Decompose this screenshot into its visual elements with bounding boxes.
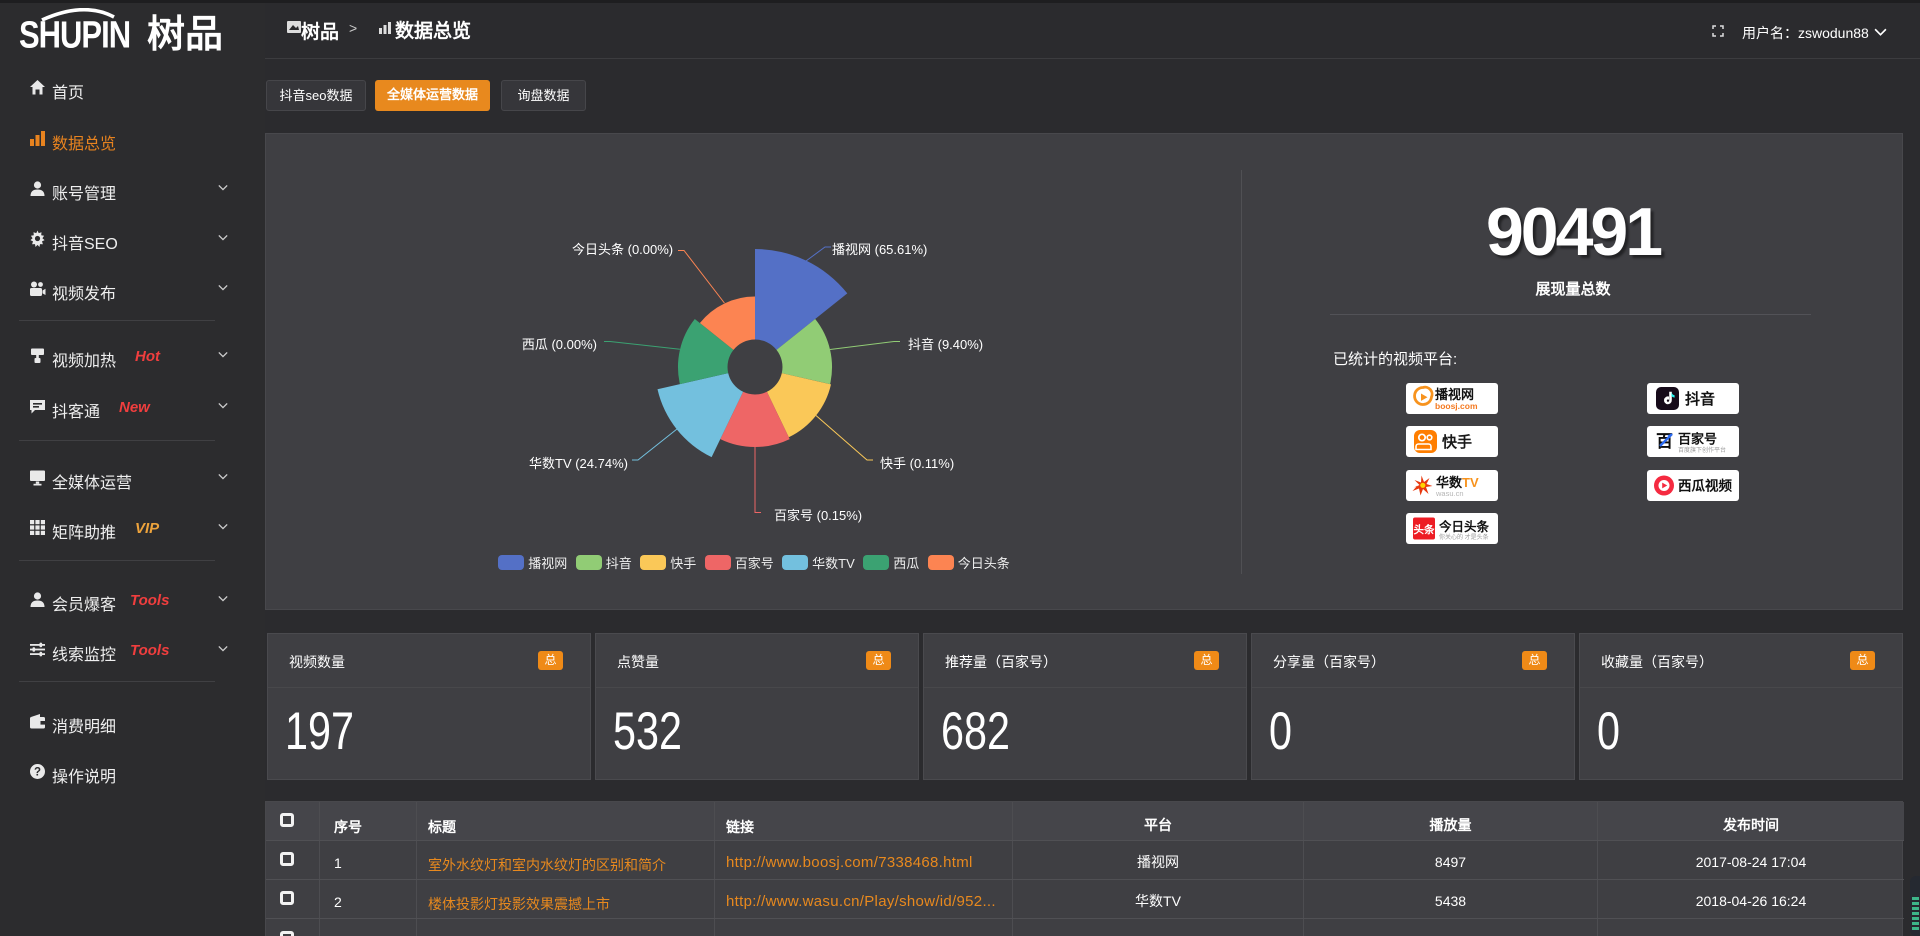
svg-text:百家号: 百家号 bbox=[1678, 432, 1717, 447]
svg-text:boosj.com: boosj.com bbox=[1435, 401, 1478, 411]
svg-text:西瓜视频: 西瓜视频 bbox=[1678, 478, 1732, 494]
svg-text:你关心的 才是头条: 你关心的 才是头条 bbox=[1439, 533, 1489, 541]
svg-text:播视网: 播视网 bbox=[1435, 387, 1474, 402]
svg-text:?: ? bbox=[34, 767, 41, 779]
svg-text:wasu.cn: wasu.cn bbox=[1435, 489, 1464, 498]
svg-text:树品: 树品 bbox=[147, 14, 223, 56]
svg-text:今日头条: 今日头条 bbox=[1438, 519, 1490, 534]
svg-text:华数TV: 华数TV bbox=[1436, 475, 1479, 490]
svg-text:快手: 快手 bbox=[1442, 433, 1472, 451]
svg-text:头条: 头条 bbox=[1414, 523, 1436, 536]
svg-text:抖音: 抖音 bbox=[1685, 390, 1715, 408]
svg-text:SHUPIN: SHUPIN bbox=[19, 15, 130, 57]
svg-text:百度旗下创作平台: 百度旗下创作平台 bbox=[1678, 446, 1726, 454]
